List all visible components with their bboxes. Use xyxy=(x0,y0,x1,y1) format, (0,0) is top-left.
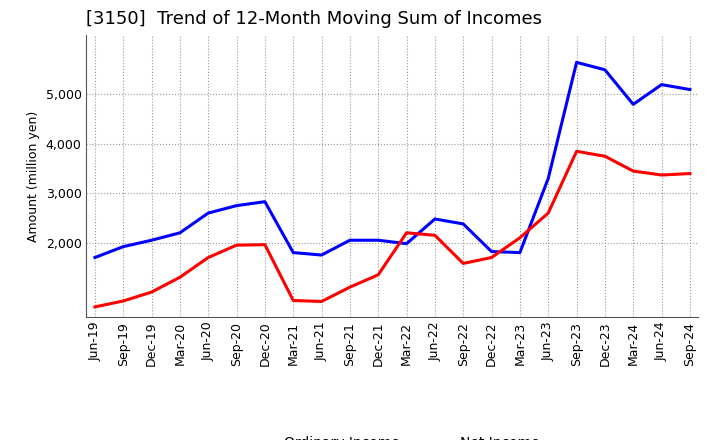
Net Income xyxy=(600,154,609,159)
Net Income xyxy=(204,255,212,260)
Ordinary Income xyxy=(318,253,326,258)
Net Income xyxy=(459,261,467,266)
Ordinary Income xyxy=(685,87,694,92)
Line: Ordinary Income: Ordinary Income xyxy=(95,62,690,257)
Ordinary Income xyxy=(91,255,99,260)
Net Income xyxy=(629,169,637,174)
Ordinary Income xyxy=(148,238,156,243)
Net Income xyxy=(487,255,496,260)
Legend: Ordinary Income, Net Income: Ordinary Income, Net Income xyxy=(240,431,545,440)
Net Income xyxy=(233,242,241,248)
Net Income xyxy=(572,149,581,154)
Net Income xyxy=(544,210,552,216)
Ordinary Income xyxy=(516,250,524,255)
Ordinary Income xyxy=(233,203,241,208)
Ordinary Income xyxy=(459,221,467,227)
Net Income xyxy=(402,230,411,235)
Net Income xyxy=(91,304,99,310)
Net Income xyxy=(176,275,184,280)
Ordinary Income xyxy=(119,244,127,249)
Net Income xyxy=(318,299,326,304)
Ordinary Income xyxy=(346,238,354,243)
Net Income xyxy=(119,298,127,304)
Ordinary Income xyxy=(374,238,382,243)
Net Income xyxy=(516,235,524,240)
Net Income xyxy=(346,285,354,290)
Ordinary Income xyxy=(402,241,411,246)
Ordinary Income xyxy=(600,67,609,73)
Ordinary Income xyxy=(544,176,552,181)
Ordinary Income xyxy=(176,230,184,235)
Ordinary Income xyxy=(629,102,637,107)
Ordinary Income xyxy=(572,60,581,65)
Net Income xyxy=(289,298,297,303)
Net Income xyxy=(261,242,269,247)
Ordinary Income xyxy=(204,210,212,216)
Ordinary Income xyxy=(431,216,439,222)
Y-axis label: Amount (million yen): Amount (million yen) xyxy=(27,110,40,242)
Net Income xyxy=(374,272,382,278)
Line: Net Income: Net Income xyxy=(95,151,690,307)
Net Income xyxy=(148,290,156,295)
Ordinary Income xyxy=(261,199,269,204)
Text: [3150]  Trend of 12-Month Moving Sum of Incomes: [3150] Trend of 12-Month Moving Sum of I… xyxy=(86,10,542,28)
Net Income xyxy=(685,171,694,176)
Ordinary Income xyxy=(289,250,297,255)
Net Income xyxy=(431,233,439,238)
Net Income xyxy=(657,172,666,178)
Ordinary Income xyxy=(487,249,496,254)
Ordinary Income xyxy=(657,82,666,87)
